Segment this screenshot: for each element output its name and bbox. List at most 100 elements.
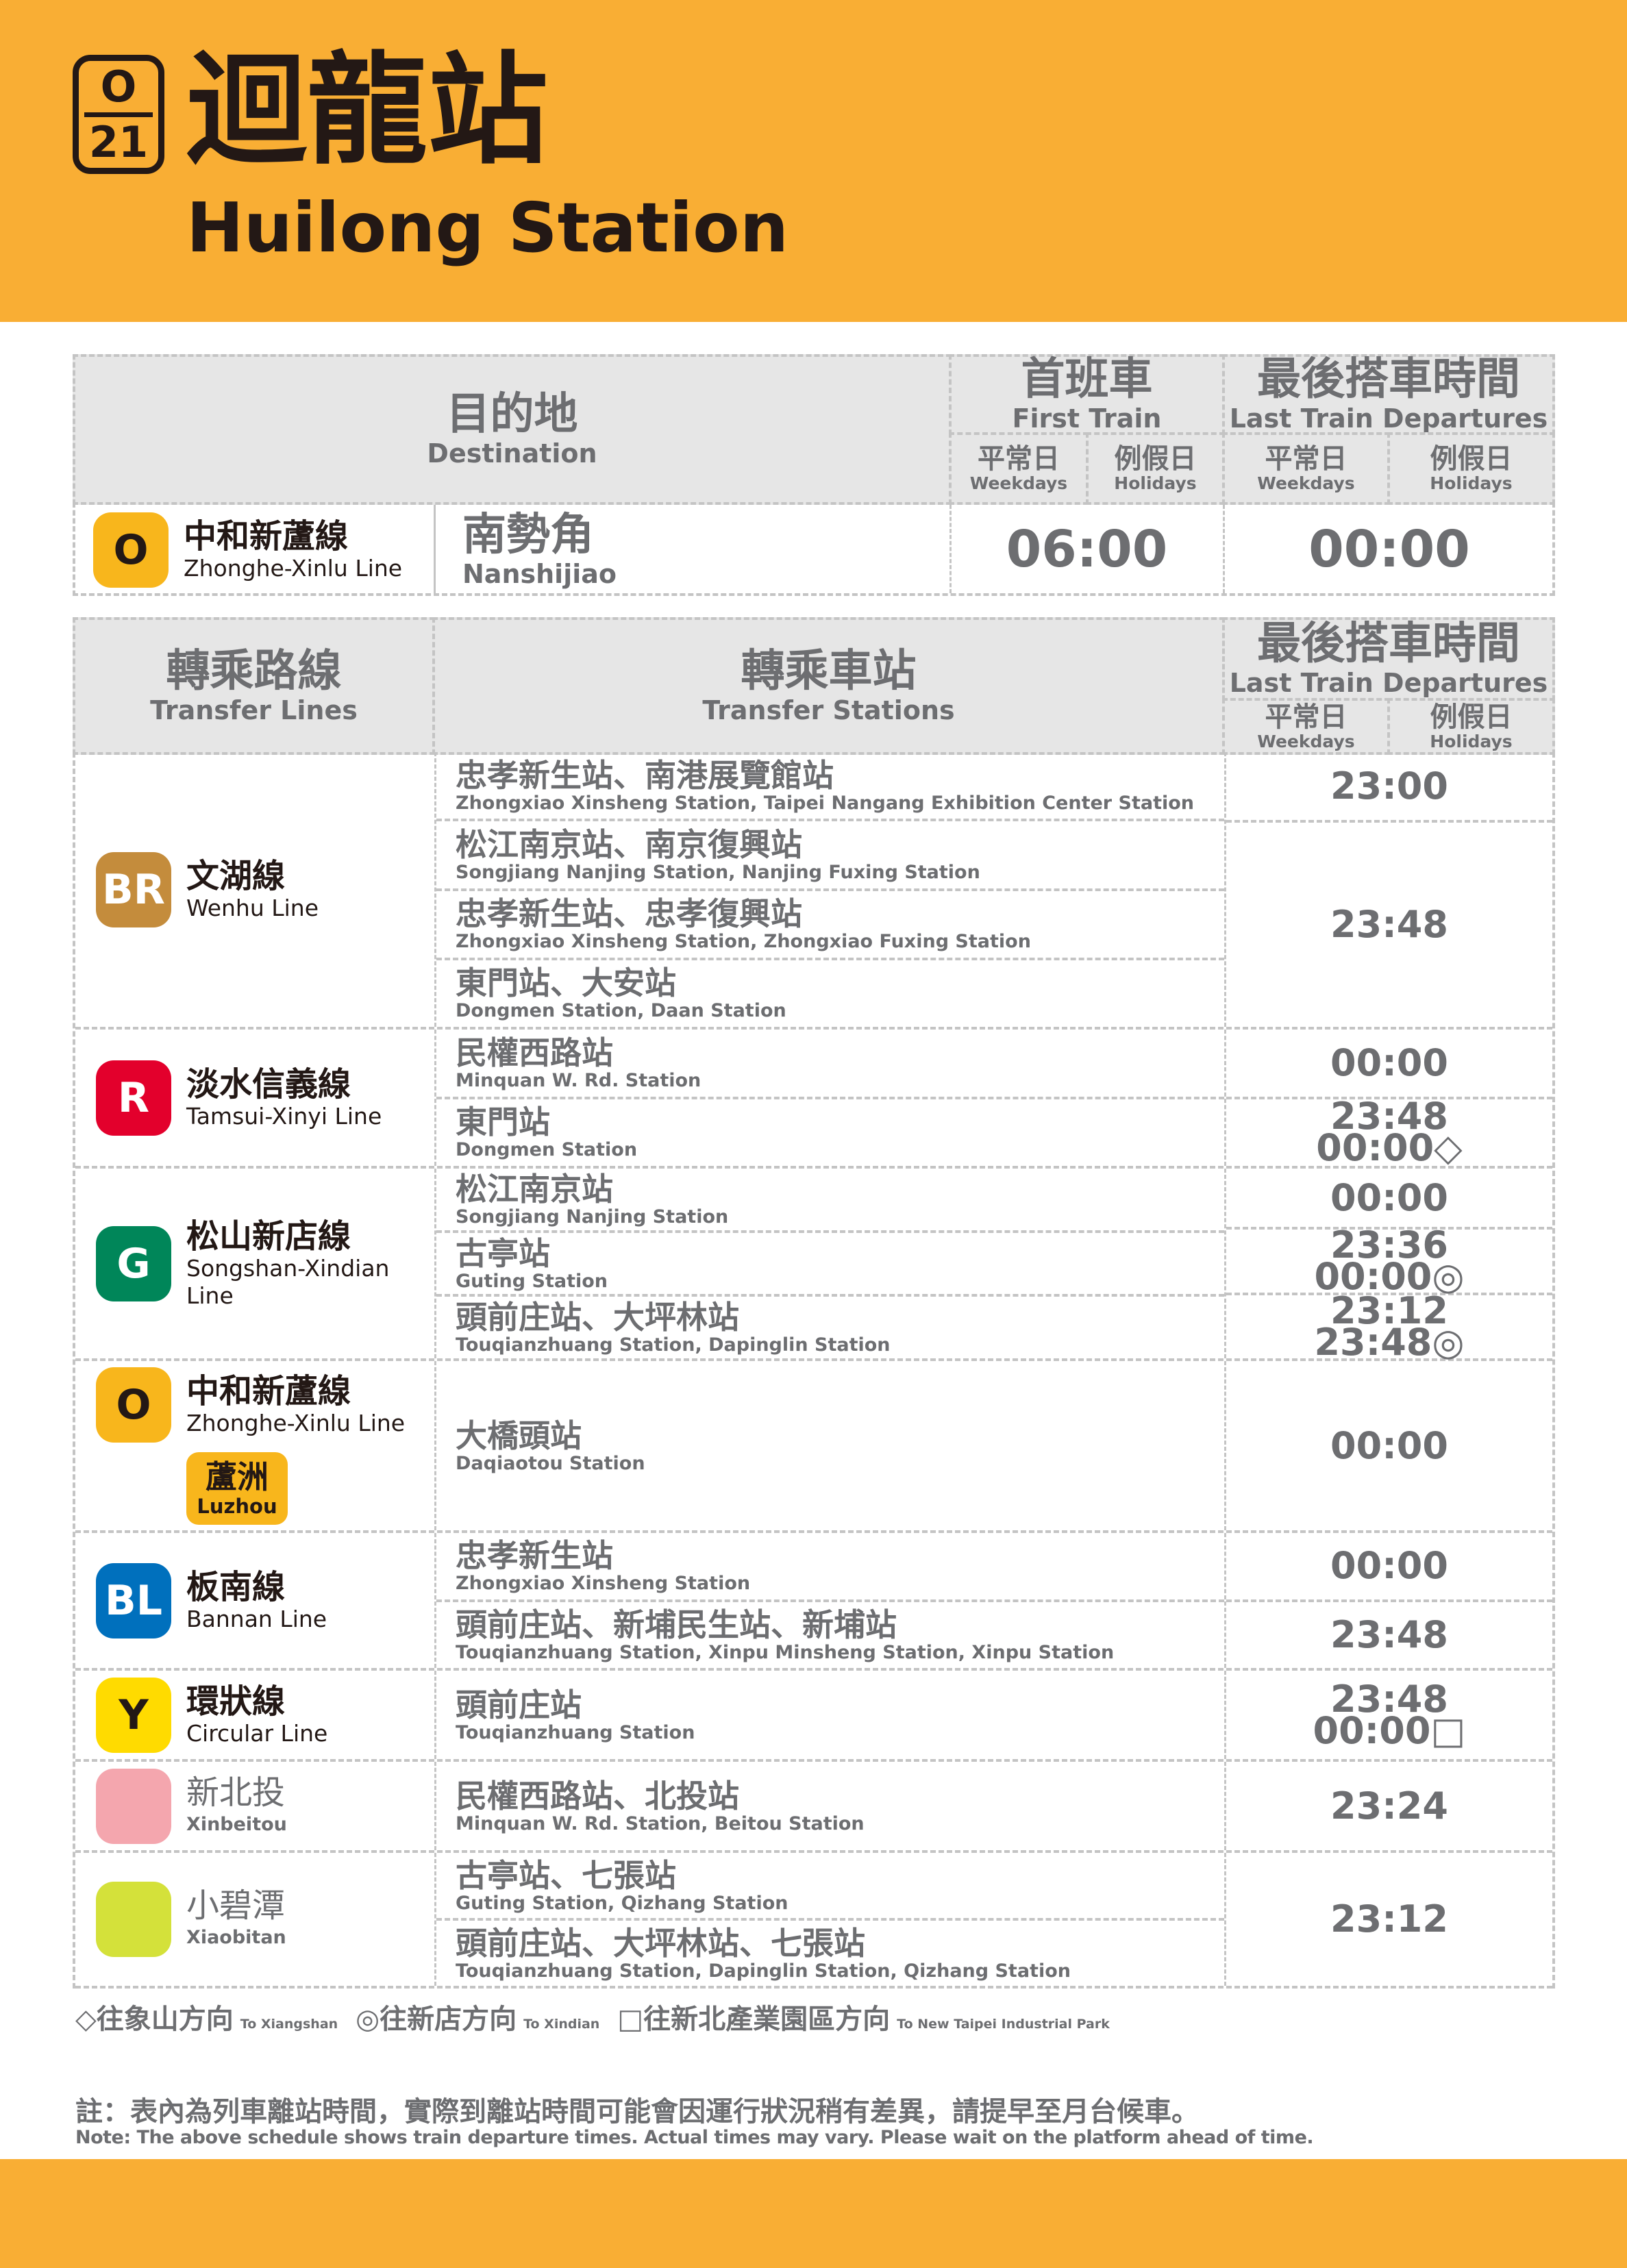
stations-cell: 頭前庄站 Touqianzhuang Station: [436, 1671, 1226, 1759]
stations-cell: 忠孝新生站 Zhongxiao Xinsheng Station 頭前庄站、新埔民生…: [436, 1533, 1226, 1668]
line-name-en: Xinbeitou: [186, 1813, 287, 1835]
time-row: 23:12: [1226, 1853, 1552, 1986]
line-name-zh: 環狀線: [186, 1682, 286, 1721]
transfer-line-group: O 中和新蘆線 Zhonghe-Xinlu Line 蘆洲 Luzhou 大橋頭站 Daqi…: [75, 1361, 1552, 1533]
note-zh: 註：表內為列車離站時間，實際到離站時間可能會因運行狀況稍有差異，請提早至月台候車…: [75, 2096, 1199, 2128]
weekdays-en: Weekdays: [1257, 731, 1355, 751]
line-name: 小碧潭 Xiaobitan: [186, 1887, 286, 1952]
line-cell: O 中和新蘆線 Zhonghe-Xinlu Line: [93, 510, 402, 589]
station-name-en: Dongmen Station, Daan Station: [456, 1000, 786, 1022]
destination-header-zh: 目的地: [446, 389, 578, 440]
line-heading: G 松山新店線 Songshan-Xindian Line: [96, 1218, 434, 1310]
line-name-zh: 中和新蘆線: [186, 1371, 351, 1410]
legend-xindian-zh: ◎往新店方向: [356, 2004, 517, 2035]
transfer-last-train-en: Last Train Departures: [1229, 668, 1548, 698]
holidays-en: Holidays: [1114, 473, 1197, 493]
holidays-zh: 例假日: [1430, 701, 1513, 733]
holidays-zh: 例假日: [1114, 443, 1197, 475]
last-train-time: 23:48: [1330, 1612, 1448, 1656]
last-train-time: 00:00: [1330, 1040, 1448, 1084]
station-name-en: Touqianzhuang Station: [456, 1721, 695, 1743]
destination-cell: 南勢角 Nanshijiao: [462, 510, 617, 589]
times-cell: 23:00 23:48: [1226, 752, 1552, 1027]
last-holidays-header: 例假日 Holidays: [1387, 432, 1555, 505]
time-row: 23:24: [1226, 1762, 1552, 1850]
line-badge-g: G: [96, 1225, 171, 1301]
line-info: O 中和新蘆線 Zhonghe-Xinlu Line 蘆洲 Luzhou: [96, 1367, 405, 1525]
line-name-en: Bannan Line: [186, 1605, 327, 1632]
line-name-en: Songshan-Xindian Line: [186, 1254, 390, 1309]
line-cell: BR 文湖線 Wenhu Line: [75, 752, 436, 1027]
weekdays-zh: 平常日: [1265, 701, 1347, 733]
last-train-time: 23:00: [1330, 764, 1448, 808]
first-train-time: 06:00: [1006, 519, 1168, 579]
last-train-header-zh: 最後搭車時間: [1257, 354, 1520, 405]
line-info: 小碧潭 Xiaobitan: [96, 1882, 286, 1957]
station-row: 古亭站 Guting Station: [436, 1233, 1224, 1297]
stations-cell: 民權西路站 Minquan W. Rd. Station 東門站 Dongmen St…: [436, 1030, 1226, 1166]
line-cell: O 中和新蘆線 Zhonghe-Xinlu Line 蘆洲 Luzhou: [75, 1361, 436, 1530]
legend-industrial-park-en: To New Taipei Industrial Park: [897, 2017, 1110, 2032]
first-train-header: 首班車 First Train: [949, 354, 1225, 435]
note-en: Note: The above schedule shows train dep…: [75, 2127, 1314, 2148]
line-badge-o: O: [93, 512, 169, 588]
time-row: 23:48: [1226, 1602, 1552, 1669]
time-row: 23:48 00:00◇: [1226, 1098, 1552, 1167]
station-title-en: Huilong Station: [186, 188, 789, 268]
time-row: 00:00: [1226, 1361, 1552, 1530]
weekdays-zh: 平常日: [978, 443, 1060, 475]
line-heading: R 淡水信義線 Tamsui-Xinyi Line: [96, 1060, 382, 1136]
transfer-weekdays-header: 平常日 Weekdays: [1222, 698, 1390, 755]
station-row: 松江南京站 Songjiang Nanjing Station: [436, 1169, 1224, 1233]
station-row: 忠孝新生站、忠孝復興站 Zhongxiao Xinsheng Station, Z…: [436, 891, 1224, 960]
line-badge-bl: BL: [96, 1562, 171, 1638]
weekdays-zh: 平常日: [1265, 443, 1347, 475]
line-name-en: Xiaobitan: [186, 1927, 286, 1948]
stations-cell: 民權西路站、北投站 Minquan W. Rd. Station, Beitou …: [436, 1762, 1226, 1850]
line-name-zh: 文湖線: [186, 856, 286, 895]
line-cell: BL 板南線 Bannan Line: [75, 1533, 436, 1668]
line-info: R 淡水信義線 Tamsui-Xinyi Line: [96, 1060, 382, 1136]
stations-cell: 大橋頭站 Daqiaotou Station: [436, 1361, 1226, 1530]
holidays-en: Holidays: [1430, 473, 1513, 493]
last-train-header-en: Last Train Departures: [1229, 403, 1548, 434]
last-train-time: 00:00□: [1313, 1708, 1466, 1752]
line-heading: BL 板南線 Bannan Line: [96, 1562, 327, 1638]
time-row: 23:48: [1226, 823, 1552, 1027]
line-name-en: Circular Line: [186, 1719, 328, 1747]
legend-xindian-en: To Xindian: [523, 2017, 600, 2032]
transfer-lines-zh: 轉乘路線: [166, 645, 342, 697]
last-train-time: 23:24: [1330, 1784, 1448, 1828]
transfer-line-group: R 淡水信義線 Tamsui-Xinyi Line 民權西路站 Minquan W. R…: [75, 1030, 1552, 1169]
line-name: 板南線 Bannan Line: [186, 1569, 327, 1633]
station-name-zh: 頭前庄站、新埔民生站、新埔站: [456, 1606, 897, 1643]
legend-xiangshan-zh: ◇往象山方向: [75, 2004, 234, 2035]
transfer-line-group: G 松山新店線 Songshan-Xindian Line 松江南京站 Songjian…: [75, 1169, 1552, 1361]
transfer-line-group: BR 文湖線 Wenhu Line 忠孝新生站、南港展覽館站 Zhongxiao Xin…: [75, 752, 1552, 1030]
station-name-zh: 古亭站、七張站: [456, 1856, 676, 1894]
station-row: 古亭站、七張站 Guting Station, Qizhang Station: [436, 1853, 1224, 1921]
station-row: 大橋頭站 Daqiaotou Station: [436, 1361, 1224, 1530]
last-train-time: 23:12: [1330, 1289, 1448, 1332]
legend-xiangshan-en: To Xiangshan: [240, 2017, 338, 2032]
last-train-time: 00:00: [1330, 1175, 1448, 1219]
stations-cell: 松江南京站 Songjiang Nanjing Station 古亭站 Guting …: [436, 1169, 1226, 1358]
times-cell: 00:00 23:48: [1226, 1533, 1552, 1668]
line-name-zh: 中和新蘆線: [184, 516, 349, 556]
line-cell: 新北投 Xinbeitou: [75, 1762, 436, 1850]
line-badge-o: O: [96, 1367, 171, 1443]
line-info: Y 環狀線 Circular Line: [96, 1677, 328, 1753]
branch-en: Luzhou: [197, 1494, 277, 1518]
header-banner: [0, 0, 1627, 322]
destination-header: 目的地 Destination: [73, 354, 952, 505]
station-row: 頭前庄站、大坪林站、七張站 Touqianzhuang Station, Dapi…: [436, 1921, 1224, 1986]
times-cell: 00:00: [1226, 1361, 1552, 1530]
last-train-time: 23:48: [1330, 903, 1448, 947]
destination-row: [73, 502, 1555, 596]
last-train-time: 00:00: [1308, 519, 1470, 579]
line-name-zh: 新北投: [186, 1773, 286, 1812]
transfer-line-group: 小碧潭 Xiaobitan 古亭站、七張站 Guting Station, Qizha…: [75, 1853, 1552, 1989]
station-row: 東門站 Dongmen Station: [436, 1099, 1224, 1167]
line-name: 松山新店線 Songshan-Xindian Line: [186, 1218, 434, 1310]
station-row: 東門站、大安站 Dongmen Station, Daan Station: [436, 960, 1224, 1027]
